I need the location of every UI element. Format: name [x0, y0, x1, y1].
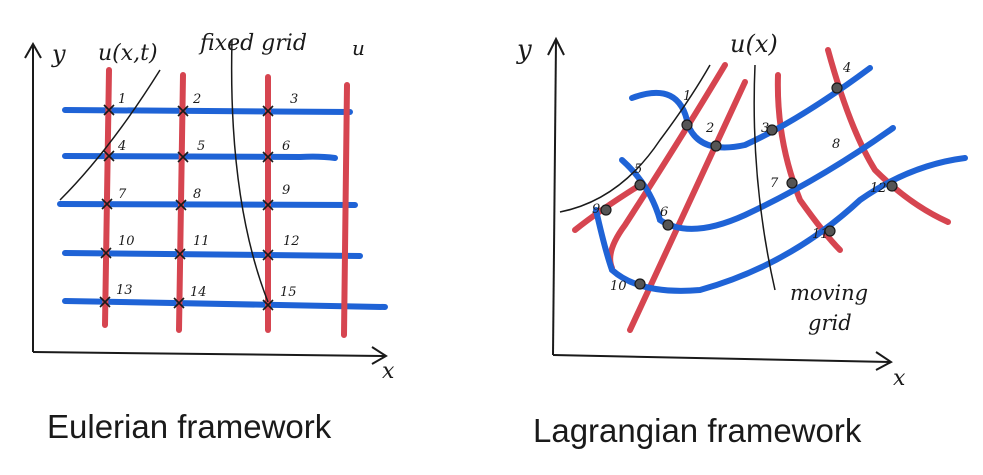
eulerian-blue-line-5: [62, 298, 388, 310]
eulerian-x-label: x: [382, 359, 395, 384]
eulerian-node-label: 1: [118, 92, 126, 107]
eulerian-streamline: [59, 69, 161, 201]
eulerian-red-line-2: [176, 72, 186, 333]
lagrangian-label-leader: [753, 64, 776, 291]
eulerian-node-label: 15: [280, 285, 297, 300]
lagrangian-blue-line-3: [593, 155, 968, 294]
eulerian-node-marks: [99, 104, 274, 311]
eulerian-node-label: 9: [282, 183, 290, 198]
eulerian-node-label: 3: [290, 92, 298, 107]
eulerian-node-label: 12: [283, 234, 300, 249]
lagrangian-red-line-3: [774, 72, 843, 253]
lagrangian-node-marks: [600, 82, 898, 290]
lagrangian-x-label: x: [893, 366, 906, 391]
lagrangian-y-axis: [552, 39, 557, 356]
eulerian-red-line-4: [341, 82, 350, 338]
eulerian-u-label: u: [352, 36, 365, 60]
lagrangian-node-label: 1: [683, 89, 691, 104]
lagrangian-velocity-label: u(x): [730, 30, 778, 58]
eulerian-node-label: 8: [193, 187, 201, 202]
eulerian-x-arrowhead: [371, 346, 388, 365]
lagrangian-node-label: 8: [832, 137, 840, 152]
eulerian-node-label: 7: [118, 187, 127, 202]
lagrangian-node-label: 10: [610, 279, 627, 294]
eulerian-blue-line-2: [62, 153, 338, 161]
lagrangian-caption: Lagrangian framework: [533, 412, 862, 449]
lagrangian-node-label: 11: [812, 227, 829, 242]
lagrangian-node-label: 3: [761, 121, 769, 136]
lagrangian-node-label: 7: [770, 176, 779, 191]
eulerian-red-line-1: [102, 67, 112, 328]
eulerian-node-label: 6: [282, 139, 290, 154]
lagrangian-streamline: [559, 64, 711, 213]
eulerian-node-label: 13: [116, 283, 133, 298]
lagrangian-node-label: 9: [592, 202, 600, 217]
lagrangian-blue-line-2: [619, 125, 896, 232]
eulerian-velocity-label: u(x,t): [98, 41, 158, 66]
eulerian-y-arrowhead: [24, 41, 42, 59]
lagrangian-y-arrowhead: [547, 36, 565, 56]
lagrangian-x-arrowhead: [875, 351, 893, 371]
eulerian-node-label: 14: [190, 285, 207, 300]
lagrangian-panel: 1 2 3 4 5 6 7 8 9 10 11 12 y u(x) moving…: [516, 30, 968, 391]
lagrangian-grid-label-2: grid: [808, 311, 852, 335]
eulerian-label-leader: [230, 39, 269, 303]
lagrangian-node-label: 5: [634, 162, 642, 177]
lagrangian-node-label: 6: [660, 205, 668, 220]
eulerian-node-label: 5: [197, 139, 205, 154]
lagrangian-node-label: 12: [870, 181, 887, 196]
eulerian-x-axis: [32, 351, 386, 357]
eulerian-blue-line-4: [62, 250, 363, 259]
eulerian-y-label: y: [51, 40, 66, 68]
lagrangian-grid-label-1: moving: [790, 281, 868, 305]
eulerian-panel: 1 2 3 4 5 6 7 8 9 10 11 12 13 14 15 y u(…: [24, 31, 395, 384]
lagrangian-x-axis: [552, 354, 891, 363]
eulerian-node-label: 4: [117, 139, 126, 154]
lagrangian-y-label: y: [516, 35, 532, 65]
lagrangian-node-label: 2: [705, 121, 714, 136]
eulerian-caption: Eulerian framework: [47, 408, 332, 445]
eulerian-node-label: 10: [118, 234, 135, 249]
eulerian-node-label: 2: [192, 92, 201, 107]
lagrangian-red-line-2: [627, 79, 748, 333]
lagrangian-node-label: 4: [842, 61, 851, 76]
eulerian-grid-label: fixed grid: [198, 31, 307, 56]
eulerian-blue-line-1: [62, 107, 353, 115]
eulerian-node-label: 11: [193, 234, 210, 249]
lagrangian-red-line-1: [607, 62, 728, 271]
